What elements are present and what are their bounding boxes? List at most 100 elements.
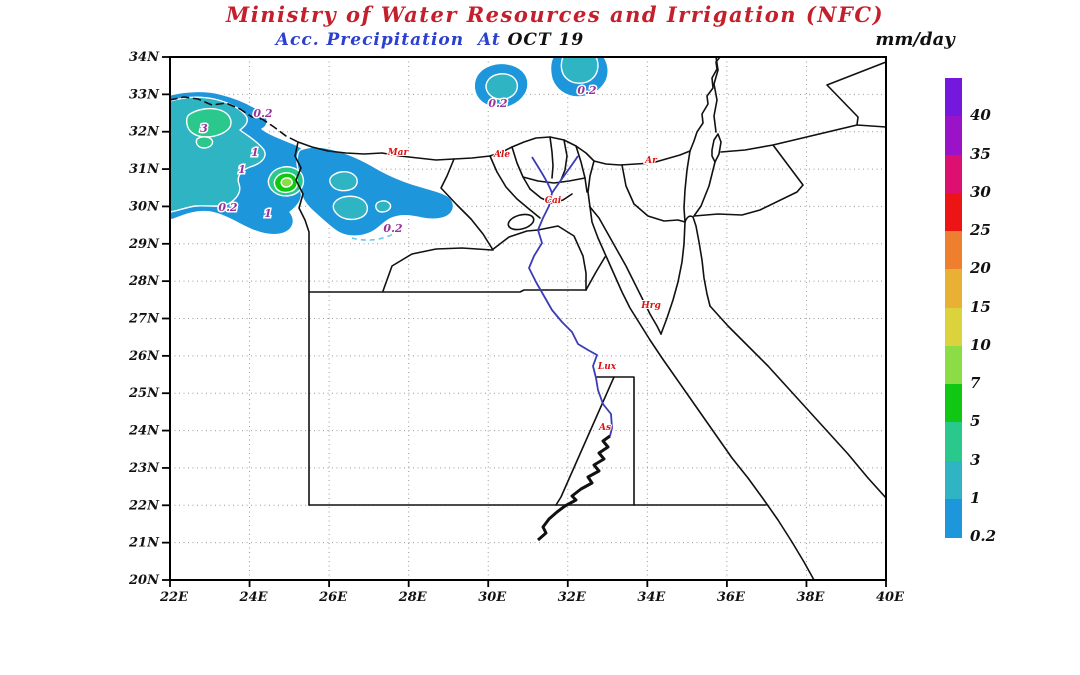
coastline-saudi-red-sea <box>709 305 886 499</box>
boundary-east-bank <box>537 225 587 291</box>
boundary-west-delta <box>489 155 541 219</box>
legend-value: 1 <box>970 488 981 507</box>
precip-peak-7 <box>280 177 293 188</box>
suez-canal <box>587 160 595 208</box>
legend-value: 10 <box>970 335 991 354</box>
nile-river <box>528 155 613 437</box>
x-tick-label: 24E <box>239 590 269 605</box>
station-label: Ale <box>493 150 510 160</box>
legend-value: 3 <box>970 450 981 469</box>
contour-0.2-dashed-segment <box>351 233 394 241</box>
delta-internal-2 <box>549 136 554 179</box>
page-title: Ministry of Water Resources and Irrigati… <box>225 2 885 27</box>
y-tick-label: 24N <box>128 424 160 439</box>
legend-swatch <box>945 384 962 423</box>
x-tick-label: 28E <box>398 590 428 605</box>
legend-swatch <box>945 78 962 117</box>
x-tick-label: 26E <box>318 590 348 605</box>
y-tick-label: 25N <box>128 386 160 401</box>
x-tick-label: 30E <box>478 590 507 605</box>
y-tick-label: 27N <box>128 312 160 327</box>
subtitle-date: OCT 19 <box>507 30 585 50</box>
legend-value: 40 <box>970 106 991 125</box>
coastline-aqaba-east <box>684 215 711 307</box>
legend-value: 15 <box>970 297 991 316</box>
boundary-28n <box>308 289 587 293</box>
legend-swatch <box>945 154 962 194</box>
coastline-west-dashed <box>170 96 299 143</box>
contour-value-label: 0.2 <box>253 107 272 120</box>
legend-swatch <box>945 116 962 155</box>
contour-value-label: 1 <box>251 146 259 159</box>
delta-internal-south <box>529 188 573 204</box>
contour-value-label: 0.2 <box>577 84 596 97</box>
sinai-internal <box>621 164 686 223</box>
station-label: Lux <box>597 362 617 372</box>
x-tick-label: 36E <box>717 590 746 605</box>
y-tick-label: 23N <box>128 461 160 476</box>
legend-value: 7 <box>970 374 981 392</box>
contour-value-label: 0.2 <box>218 201 237 214</box>
jordan-river <box>713 57 719 133</box>
contour-value-label: 0.2 <box>383 222 402 235</box>
grid-lines <box>170 57 886 580</box>
coastline-sinai-east <box>660 221 686 335</box>
boundary-wadi-natrun <box>440 158 494 251</box>
precip-area-mid-1a <box>329 171 358 192</box>
y-tick-label: 32N <box>129 125 160 140</box>
precip-area-offshore-west-1 <box>485 73 519 100</box>
coastline-egypt-red-sea <box>589 206 815 580</box>
contour-value-label: 1 <box>264 207 272 220</box>
precipitation-areas <box>170 57 609 241</box>
border-israel-jordan <box>693 161 716 217</box>
station-label: As <box>598 423 611 433</box>
axis-tick-labels: 20N 21N 22N 23N 24N 25N 26N 27N 28N 29N 30N 31N 32N 3… <box>128 50 905 605</box>
precip-area-offshore-east-1 <box>560 57 599 84</box>
contour-value-label: 3 <box>200 122 208 135</box>
legend-swatch <box>945 307 962 347</box>
y-tick-label: 21N <box>128 536 160 551</box>
lake-nasser <box>537 434 611 542</box>
axis-ticks <box>162 56 887 587</box>
legend-swatch <box>945 498 962 538</box>
delta-internal-cross <box>522 176 586 184</box>
delta-internal-4 <box>575 145 588 193</box>
plot-frame <box>169 56 887 581</box>
units-label: mm/day <box>875 29 955 50</box>
x-tick-label: 22E <box>159 590 189 605</box>
subtitle: Acc. Precipitation At OCT 19 <box>150 30 710 50</box>
delta-internal-3 <box>560 139 568 181</box>
precip-area-mid-1c <box>375 200 392 213</box>
y-tick-label: 33N <box>129 87 160 102</box>
precip-area-mid-0.2 <box>296 146 455 237</box>
legend-swatch <box>945 269 962 308</box>
y-tick-label: 26N <box>128 349 160 364</box>
coastline-levant <box>689 57 721 152</box>
legend-swatch <box>945 192 962 232</box>
x-tick-label: 40E <box>876 590 905 605</box>
delta-internal-1 <box>511 146 531 190</box>
dead-sea <box>711 133 722 163</box>
precip-area-mid-1b <box>332 195 369 221</box>
y-tick-label: 22N <box>128 498 160 513</box>
station-label: Ar <box>644 156 658 166</box>
border-jordan-saudi <box>693 61 886 217</box>
y-tick-label: 34N <box>129 50 160 65</box>
y-tick-label: 31N <box>129 162 160 177</box>
x-tick-label: 38E <box>796 590 825 605</box>
legend-value: 35 <box>970 144 991 163</box>
boundary-middle-egypt <box>382 229 539 292</box>
legend-swatch <box>945 422 962 461</box>
y-tick-label: 20N <box>128 573 160 588</box>
station-label: Hrg <box>640 301 661 311</box>
legend-value: 25 <box>970 221 991 239</box>
legend-swatch <box>945 231 962 270</box>
border-egypt-libya <box>294 141 310 506</box>
legend-value: 30 <box>970 182 991 201</box>
contour-value-label: 1 <box>238 163 246 176</box>
boundary-aswan-box <box>555 376 635 506</box>
x-tick-label: 34E <box>637 590 666 605</box>
legend-swatch <box>945 460 962 500</box>
